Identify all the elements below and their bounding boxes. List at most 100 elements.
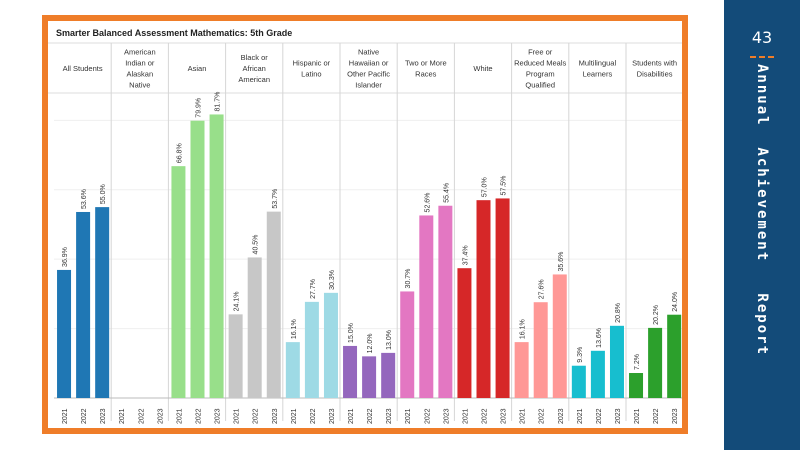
bar bbox=[495, 198, 510, 398]
data-label: 37.4% bbox=[462, 245, 469, 265]
group-header: Hispanic or Latino bbox=[293, 59, 331, 79]
page-number: 43 bbox=[751, 28, 773, 47]
data-label: 13.0% bbox=[386, 330, 393, 350]
data-label: 15.0% bbox=[348, 323, 355, 343]
x-tick-label: 2023 bbox=[215, 408, 222, 424]
data-label: 27.7% bbox=[310, 279, 317, 299]
bar bbox=[304, 301, 319, 398]
x-tick-label: 2021 bbox=[62, 408, 69, 424]
x-tick-label: 2023 bbox=[329, 408, 336, 424]
group-header: American Indian or Alaskan Native bbox=[124, 48, 156, 90]
bar bbox=[266, 211, 281, 398]
bar bbox=[571, 365, 586, 398]
bar bbox=[533, 302, 548, 398]
x-tick-label: 2022 bbox=[596, 408, 603, 424]
chart-frame: Smarter Balanced Assessment Mathematics:… bbox=[42, 15, 688, 434]
x-tick-label: 2022 bbox=[367, 408, 374, 424]
group-header: White bbox=[473, 64, 492, 73]
bar bbox=[190, 120, 205, 398]
data-label: 55.4% bbox=[443, 183, 450, 203]
bar bbox=[400, 291, 415, 398]
x-tick-label: 2022 bbox=[539, 408, 546, 424]
x-tick-label: 2023 bbox=[100, 408, 107, 424]
bar bbox=[590, 350, 605, 398]
data-label: 12.0% bbox=[367, 333, 374, 353]
data-label: 79.9% bbox=[196, 98, 203, 118]
group-header: Students with Disabilities bbox=[632, 59, 677, 79]
data-label: 66.8% bbox=[176, 143, 183, 163]
data-label: 30.3% bbox=[329, 270, 336, 290]
x-tick-label: 2022 bbox=[253, 408, 260, 424]
data-label: 24.1% bbox=[234, 291, 241, 311]
x-tick-label: 2021 bbox=[176, 408, 183, 424]
bar bbox=[629, 373, 644, 398]
data-label: 53.7% bbox=[272, 189, 279, 209]
bar bbox=[438, 205, 453, 398]
side-panel: 43 Annual Achievement Report bbox=[724, 0, 800, 450]
bar bbox=[476, 200, 491, 398]
data-label: 16.1% bbox=[291, 319, 298, 339]
bar bbox=[57, 269, 72, 398]
data-label: 27.6% bbox=[539, 279, 546, 299]
x-tick-label: 2021 bbox=[119, 408, 126, 424]
group-header: Free or Reduced Meals Program Qualified bbox=[514, 48, 566, 90]
x-tick-label: 2023 bbox=[443, 408, 450, 424]
x-tick-label: 2021 bbox=[405, 408, 412, 424]
bar bbox=[171, 166, 186, 398]
x-tick-label: 2022 bbox=[138, 408, 145, 424]
group-header: Native Hawaiian or Other Pacific Islander bbox=[347, 48, 390, 90]
data-label: 36.9% bbox=[62, 247, 69, 267]
x-tick-label: 2021 bbox=[291, 408, 298, 424]
x-tick-label: 2021 bbox=[348, 408, 355, 424]
x-tick-label: 2022 bbox=[310, 408, 317, 424]
group-header: Multilingual Learners bbox=[579, 59, 617, 79]
x-tick-label: 2023 bbox=[501, 408, 508, 424]
bar bbox=[457, 268, 472, 398]
bar bbox=[362, 356, 377, 398]
x-tick-label: 2023 bbox=[615, 408, 622, 424]
data-label: 53.6% bbox=[81, 189, 88, 209]
data-label: 9.3% bbox=[577, 347, 584, 363]
x-tick-label: 2021 bbox=[577, 408, 584, 424]
data-label: 30.7% bbox=[405, 269, 412, 289]
bar bbox=[648, 327, 663, 398]
bar bbox=[514, 342, 529, 398]
chart-title: Smarter Balanced Assessment Mathematics:… bbox=[56, 28, 292, 38]
x-tick-label: 2023 bbox=[272, 408, 279, 424]
x-tick-label: 2021 bbox=[520, 408, 527, 424]
data-label: 40.5% bbox=[253, 235, 260, 255]
bar-chart: Smarter Balanced Assessment Mathematics:… bbox=[48, 28, 684, 424]
data-label: 57.5% bbox=[501, 176, 508, 196]
dash-divider bbox=[750, 56, 774, 58]
bar bbox=[343, 345, 358, 398]
data-label: 20.8% bbox=[615, 303, 622, 323]
report-title: Annual Achievement Report bbox=[754, 64, 770, 357]
x-tick-label: 2021 bbox=[634, 408, 641, 424]
bar bbox=[95, 207, 110, 398]
x-tick-label: 2022 bbox=[653, 408, 660, 424]
bar bbox=[609, 325, 624, 398]
bar bbox=[247, 257, 262, 398]
data-label: 35.6% bbox=[558, 252, 565, 272]
x-tick-label: 2022 bbox=[196, 408, 203, 424]
x-tick-label: 2023 bbox=[157, 408, 164, 424]
bar bbox=[381, 352, 396, 398]
bar bbox=[323, 292, 338, 398]
data-label: 16.1% bbox=[520, 319, 527, 339]
data-label: 55.0% bbox=[100, 184, 107, 204]
x-tick-label: 2023 bbox=[558, 408, 565, 424]
data-label: 52.6% bbox=[424, 193, 431, 213]
x-tick-label: 2021 bbox=[462, 408, 469, 424]
bar bbox=[285, 342, 300, 398]
bar bbox=[552, 274, 567, 398]
group-header: Two or More Races bbox=[405, 59, 447, 79]
data-label: 81.7% bbox=[215, 92, 222, 112]
data-label: 7.2% bbox=[634, 354, 641, 370]
x-tick-label: 2022 bbox=[424, 408, 431, 424]
group-header: All Students bbox=[63, 64, 103, 73]
x-tick-label: 2021 bbox=[234, 408, 241, 424]
bar bbox=[419, 215, 434, 398]
bar bbox=[76, 211, 91, 398]
data-label: 20.2% bbox=[653, 305, 660, 325]
x-tick-label: 2023 bbox=[672, 408, 679, 424]
